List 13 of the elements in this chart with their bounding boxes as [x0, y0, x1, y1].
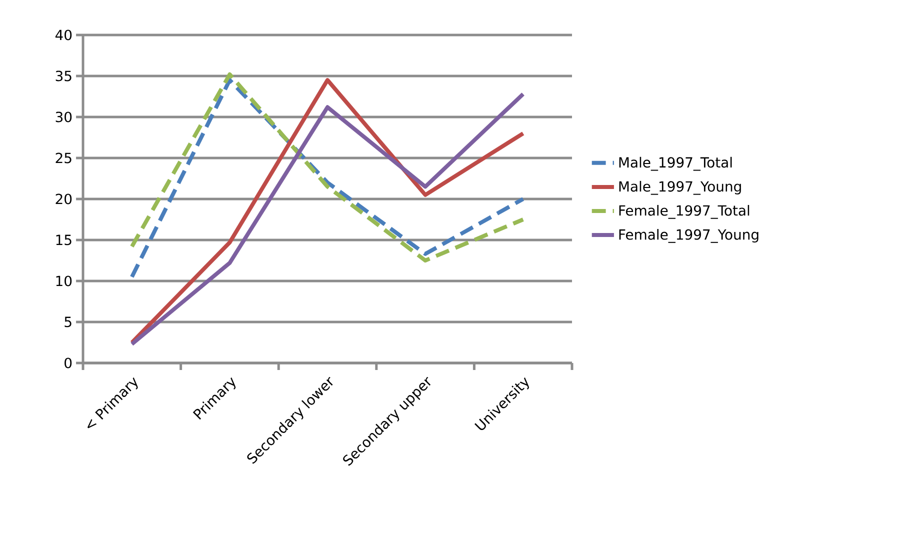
legend-label: Male_1997_Young [619, 180, 741, 195]
y-tick-label: 10 [56, 276, 72, 286]
y-tick-label: 5 [64, 316, 72, 328]
y-tick-label: 20 [56, 194, 72, 204]
y-tick-label: 15 [56, 234, 72, 246]
legend-label: Female_1997_Young [619, 229, 758, 243]
y-tick-label: 25 [56, 152, 72, 164]
y-tick-label: 30 [56, 112, 72, 122]
legend-label: Male_1997_Total [619, 156, 732, 171]
y-tick-label: 35 [56, 70, 72, 82]
y-tick-label: 40 [55, 30, 72, 40]
legend-label: Female_1997_Total [619, 204, 750, 219]
y-tick-label: 0 [64, 358, 72, 368]
